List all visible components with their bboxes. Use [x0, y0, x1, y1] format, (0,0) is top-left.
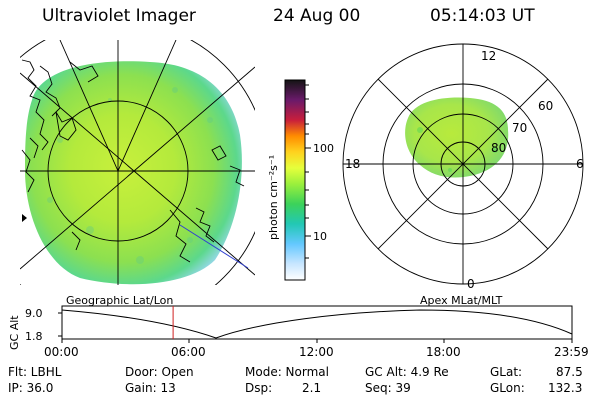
geographic-grid	[20, 40, 255, 285]
time-label: 05:14:03 UT	[430, 6, 535, 26]
coastline-outlines	[21, 59, 245, 263]
mode-info: Mode: Normal	[245, 365, 329, 379]
timeline-ylabel: GC Alt	[8, 315, 21, 350]
mlt-label-12: 12	[481, 49, 496, 63]
glat-value: 87.5	[556, 365, 583, 379]
geographic-image-panel	[20, 40, 255, 285]
instrument-title: Ultraviolet Imager	[42, 6, 196, 26]
dsp-value: 2.1	[302, 381, 322, 395]
mlt-label-18: 18	[345, 157, 360, 171]
timeline-xtick-4: 23:59	[554, 345, 589, 359]
timeline-frame	[61, 305, 573, 340]
timeline-right-label: Apex MLat/MLT	[420, 294, 503, 307]
lat-label-80: 80	[491, 141, 506, 155]
lat-label-60: 60	[538, 99, 553, 113]
color-bar	[284, 79, 306, 281]
gain-info: Gain: 13	[125, 381, 176, 395]
direction-marker-icon	[22, 214, 27, 222]
altitude-timeline: Geographic Lat/Lon Apex MLat/MLT 9.0 1.8…	[8, 294, 573, 350]
colorbar-tick-100: 100	[313, 142, 334, 155]
terminator-line	[179, 224, 249, 269]
gc-alt-info: GC Alt: 4.9 Re	[365, 365, 449, 379]
ip-info: IP: 36.0	[8, 381, 54, 395]
timeline-xtick-0: 00:00	[44, 345, 79, 359]
timeline-xtick-3: 18:00	[426, 345, 461, 359]
timeline-xtick-1: 06:00	[171, 345, 206, 359]
timeline-ytick-high: 9.0	[25, 307, 43, 320]
glon-label: GLon:	[490, 381, 525, 395]
seq-info: Seq: 39	[365, 381, 411, 395]
date-label: 24 Aug 00	[273, 6, 361, 26]
glon-value: 132.3	[548, 381, 583, 395]
timeline-xtick-2: 12:00	[299, 345, 334, 359]
timeline-left-label: Geographic Lat/Lon	[66, 294, 173, 307]
dsp-label: Dsp:	[245, 381, 273, 395]
lat-label-70: 70	[512, 121, 527, 135]
timeline-ytick-low: 1.8	[25, 330, 43, 343]
color-scale: 100 10 photon cm⁻²s⁻¹	[267, 79, 334, 281]
door-info: Door: Open	[125, 365, 194, 379]
mlt-label-0: 0	[467, 277, 475, 291]
auroral-emission-image	[25, 61, 242, 285]
altitude-curve	[61, 309, 573, 339]
filter-info: Flt: LBHL	[8, 365, 62, 379]
mlt-label-6: 6	[576, 157, 584, 171]
polar-mlat-mlt-plot: 12 18 6 0 60 70 80	[342, 43, 584, 291]
colorbar-tick-10: 10	[313, 230, 327, 243]
colorbar-unit-label: photon cm⁻²s⁻¹	[267, 155, 280, 240]
glat-label: GLat:	[490, 365, 523, 379]
